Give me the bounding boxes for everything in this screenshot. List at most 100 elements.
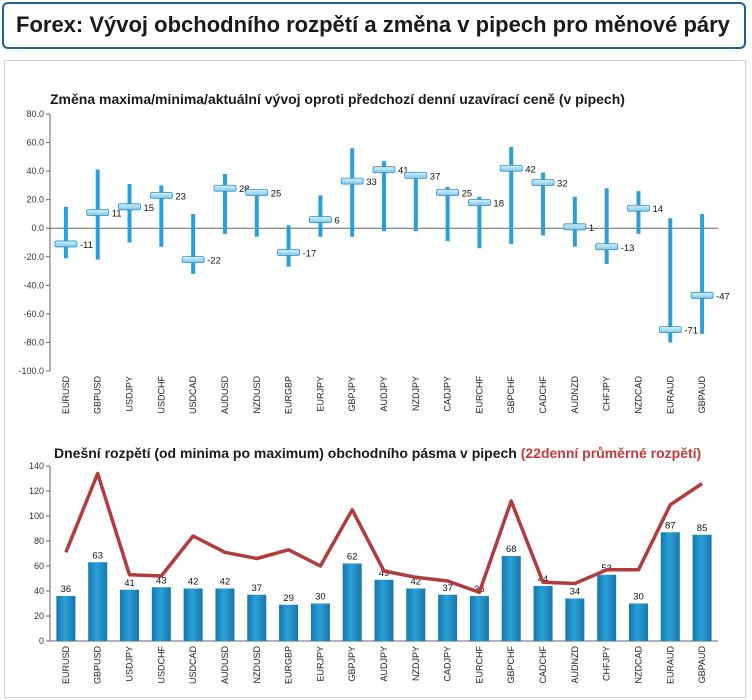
range-today-bar (88, 562, 108, 641)
range-data-label: -22 (207, 256, 221, 267)
bar-category-label: CADCHF (538, 645, 548, 683)
bar-category-label: GBPAUD (697, 646, 707, 684)
range-category-label: CADCHF (538, 375, 548, 413)
range-current-marker (54, 240, 78, 248)
range-data-label: 18 (493, 199, 504, 210)
bar-data-label: 36 (61, 584, 72, 595)
range-category-label: GBPJPY (347, 376, 357, 412)
range-data-label: 1 (589, 223, 594, 234)
range-data-label: 25 (271, 189, 282, 200)
range-today-bar (151, 587, 171, 641)
range-current-marker (118, 203, 141, 211)
range-today-bar (374, 579, 394, 641)
range-y-tick-label: 80.0 (26, 109, 44, 119)
bar-data-label: 30 (315, 592, 326, 603)
range-current-marker (436, 189, 460, 196)
range-category-label: AUDJPY (379, 376, 389, 412)
bar-category-label: USDJPY (125, 646, 135, 682)
range-current-marker (149, 191, 173, 199)
range-current-marker (499, 164, 523, 172)
bar-y-tick-label: 20 (34, 611, 44, 621)
range-today-bar (597, 574, 617, 641)
range-current-marker (563, 223, 587, 231)
bar-data-label: 42 (220, 577, 231, 588)
bar-data-label: 43 (156, 575, 167, 586)
range-data-label: -47 (716, 291, 730, 302)
range-category-label: AUDNZD (570, 376, 580, 414)
bar-chart-title-average: (22denní průměrné rozpětí) (520, 445, 702, 461)
range-today-bar (501, 556, 521, 641)
range-today-bar (247, 594, 267, 641)
range-category-label: CADJPY (443, 376, 453, 412)
range-today-bar (628, 603, 648, 641)
range-today-bar (692, 534, 712, 641)
range-today-bar (215, 588, 235, 641)
range-category-label: AUDUSD (220, 376, 230, 415)
bar-chart-title: Dnešní rozpětí (od minima po maximum) ob… (54, 445, 701, 461)
bar-data-label: 63 (92, 550, 103, 561)
range-y-tick-label: 0.0 (31, 223, 44, 233)
range-data-label: 37 (430, 171, 441, 182)
range-category-label: EURAUD (665, 376, 675, 415)
bar-category-label: AUDJPY (379, 646, 389, 682)
range-current-marker (627, 204, 650, 212)
bar-category-label: USDCAD (188, 646, 198, 685)
bar-category-label: EURUSD (61, 646, 71, 685)
bar-category-label: GBPJPY (347, 646, 357, 682)
bar-category-label: GBPCHF (506, 646, 516, 684)
range-today-bar (56, 596, 76, 641)
range-category-label: EURCHF (474, 375, 484, 413)
range-today-bar (406, 588, 426, 641)
bar-category-label: NZDCAD (633, 646, 643, 684)
bar-data-label: 41 (124, 578, 135, 589)
bar-category-label: CADJPY (443, 646, 453, 682)
bar-data-label: 34 (570, 587, 581, 598)
range-category-label: USDCAD (188, 376, 198, 415)
range-data-label: -17 (303, 248, 317, 259)
bar-data-label: 62 (347, 552, 358, 563)
bar-category-label: AUDNZD (570, 646, 580, 684)
bar-y-tick-label: 40 (34, 586, 44, 596)
range-category-label: NZDJPY (411, 376, 421, 411)
bar-data-label: 42 (188, 577, 199, 588)
bar-y-tick-label: 140 (29, 461, 44, 471)
bar-category-label: USDCHF (156, 645, 166, 683)
bar-y-tick-label: 60 (34, 561, 44, 571)
range-category-label: EURJPY (315, 376, 325, 412)
range-current-marker (690, 291, 714, 299)
range-current-marker (595, 243, 619, 251)
range-current-marker (340, 177, 364, 185)
range-y-tick-label: 20.0 (26, 195, 44, 205)
bar-data-label: 68 (506, 544, 517, 555)
range-data-label: 6 (334, 216, 339, 227)
range-category-label: GBPUSD (93, 376, 103, 415)
range-today-bar (533, 586, 553, 641)
range-current-marker (86, 209, 110, 216)
page-header: Forex: Vývoj obchodního rozpětí a změna … (2, 2, 746, 49)
bar-y-tick-label: 0 (39, 636, 44, 646)
range-data-label: -11 (80, 240, 93, 251)
range-category-label: EURGBP (284, 376, 294, 414)
range-category-label: GBPAUD (697, 376, 707, 414)
range-today-bar (660, 532, 680, 641)
range-y-tick-label: -40.0 (23, 280, 44, 290)
bar-category-label: CHFJPY (602, 646, 612, 681)
range-current-marker (277, 249, 300, 256)
range-category-label: USDCHF (156, 375, 166, 413)
bar-category-label: NZDUSD (252, 646, 262, 684)
bar-data-label: 42 (411, 577, 422, 588)
range-today-bar (469, 596, 489, 641)
range-current-marker (372, 166, 396, 174)
range-data-label: 14 (652, 204, 663, 215)
range-data-label: 41 (398, 166, 409, 177)
range-category-label: CHFJPY (602, 376, 612, 411)
bar-data-label: 85 (697, 523, 708, 534)
range-today-bar (120, 589, 140, 641)
range-data-label: 28 (239, 184, 250, 195)
range-data-label: 32 (557, 179, 568, 190)
range-data-label: -71 (684, 326, 698, 337)
bar-y-tick-label: 80 (34, 536, 44, 546)
range-data-label: -13 (621, 243, 635, 254)
range-y-tick-label: 60.0 (26, 138, 44, 148)
